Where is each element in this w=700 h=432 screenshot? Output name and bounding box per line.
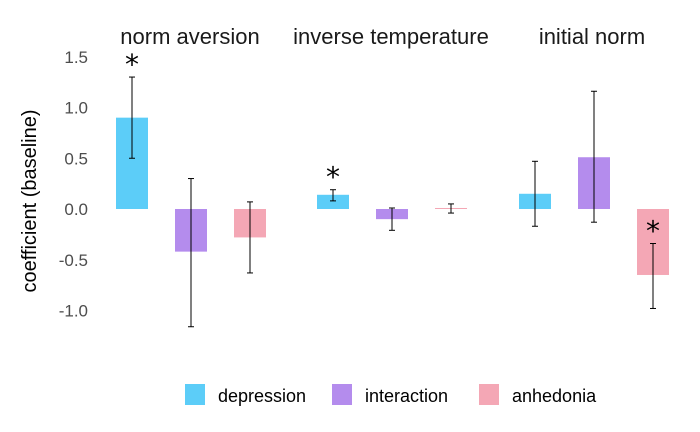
error-bar xyxy=(532,160,538,227)
legend-item: interaction xyxy=(332,384,448,406)
y-axis-title: coefficient (baseline) xyxy=(19,109,41,292)
error-bar xyxy=(330,189,336,202)
significance-marker: * xyxy=(326,161,340,194)
bar-depression xyxy=(317,194,349,209)
legend-swatch xyxy=(332,384,352,405)
legend-item: depression xyxy=(185,384,306,406)
panel: initial norm * xyxy=(519,24,669,309)
y-tick-label: 1.0 xyxy=(64,99,88,118)
legend: depression interaction anhedonia xyxy=(185,384,597,406)
error-bar xyxy=(389,207,395,231)
error-bar xyxy=(129,76,135,159)
legend-label: anhedonia xyxy=(512,386,597,406)
legend-label: interaction xyxy=(365,386,448,406)
error-bar xyxy=(448,203,454,214)
legend-swatch xyxy=(185,384,205,405)
panels: norm aversion*inverse temperature*initia… xyxy=(116,24,669,328)
panel-title: inverse temperature xyxy=(293,24,489,49)
panel: inverse temperature * xyxy=(293,24,489,231)
error-bar xyxy=(591,90,597,223)
panel-title: norm aversion xyxy=(120,24,259,49)
y-axis: 1.5 1.0 0.5 0.0 -0.5 -1.0 xyxy=(59,48,88,321)
legend-swatch xyxy=(479,384,499,405)
error-bar xyxy=(188,178,194,328)
panel: norm aversion* xyxy=(116,24,266,328)
y-tick-label: -0.5 xyxy=(59,251,88,270)
y-tick-label: 0.5 xyxy=(64,149,88,168)
legend-label: depression xyxy=(218,386,306,406)
y-tick-label: 1.5 xyxy=(64,48,88,67)
error-bar xyxy=(650,243,656,309)
significance-marker: * xyxy=(646,215,660,248)
legend-item: anhedonia xyxy=(479,384,597,406)
y-tick-label: -1.0 xyxy=(59,302,88,321)
error-bar xyxy=(247,201,253,274)
panel-title: initial norm xyxy=(539,24,645,49)
significance-marker: * xyxy=(125,48,139,81)
y-tick-label: 0.0 xyxy=(64,200,88,219)
